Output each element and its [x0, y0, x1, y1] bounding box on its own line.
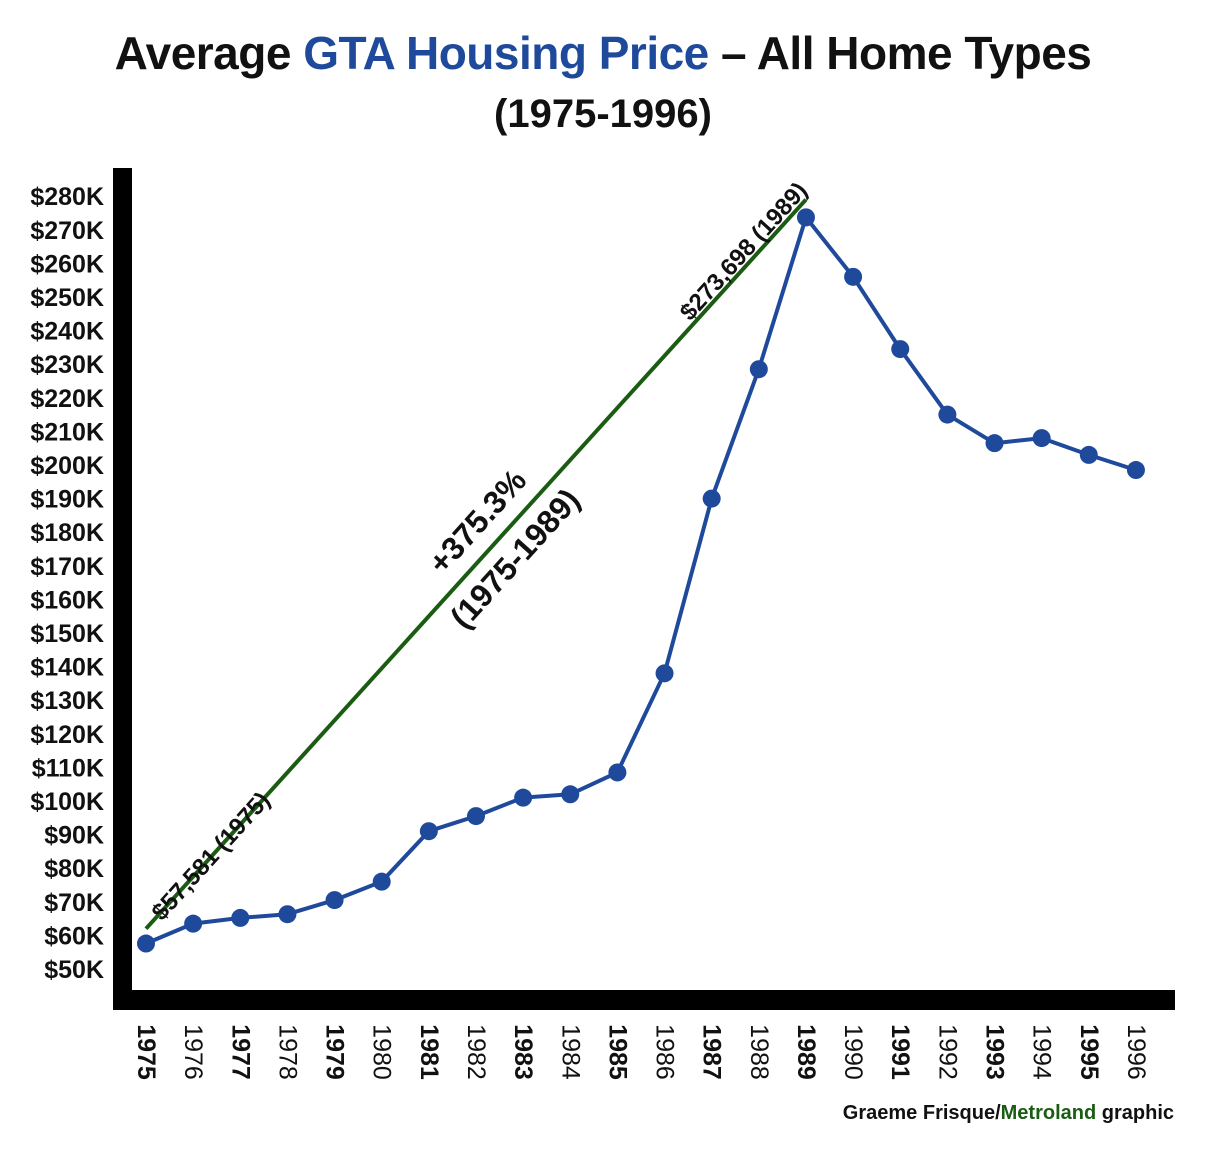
- title-highlight: GTA Housing Price: [303, 27, 709, 79]
- y-tick-label: $130K: [30, 687, 104, 715]
- credit-suffix: graphic: [1096, 1102, 1174, 1124]
- y-tick-label: $230K: [30, 351, 104, 379]
- x-tick-label: 1987: [698, 1024, 726, 1080]
- trend-line: [144, 198, 808, 931]
- x-tick-label: 1981: [415, 1024, 443, 1080]
- data-point: [325, 891, 344, 910]
- data-point: [231, 908, 250, 927]
- y-tick-label: $160K: [30, 586, 104, 614]
- y-tick-label: $80K: [44, 855, 104, 883]
- x-tick-label: 1975: [132, 1024, 160, 1080]
- y-tick-label: $210K: [30, 418, 104, 446]
- data-point: [1126, 461, 1145, 480]
- y-tick-label: $170K: [30, 553, 104, 581]
- series-line: [145, 215, 1137, 946]
- x-tick-label: 1986: [651, 1024, 679, 1080]
- data-point: [891, 340, 910, 359]
- y-axis: [113, 168, 132, 1010]
- x-tick-label: 1980: [368, 1024, 396, 1080]
- x-tick-label: 1983: [509, 1024, 537, 1080]
- data-point: [655, 664, 674, 683]
- x-tick-label: 1976: [179, 1024, 207, 1080]
- y-tick-label: $120K: [30, 721, 104, 749]
- data-point: [184, 914, 203, 933]
- x-tick-label: 1978: [273, 1024, 301, 1080]
- x-tick-label: 1992: [933, 1024, 961, 1080]
- y-tick-label: $200K: [30, 452, 104, 480]
- data-point: [372, 872, 391, 891]
- data-point: [278, 905, 297, 924]
- data-point: [985, 434, 1004, 453]
- x-tick-label: 1991: [886, 1024, 914, 1080]
- y-tick-label: $100K: [30, 788, 104, 816]
- x-tick-label: 1982: [462, 1024, 490, 1080]
- x-tick-label: 1990: [839, 1024, 867, 1080]
- data-point: [844, 267, 863, 286]
- annotation-label: $273,698 (1989): [675, 177, 813, 326]
- y-tick-label: $50K: [44, 956, 104, 984]
- x-tick-label: 1994: [1028, 1024, 1056, 1080]
- title-suffix: – All Home Types: [708, 27, 1092, 79]
- annotation-label: $57,581 (1975): [147, 787, 276, 926]
- y-tick-label: $190K: [30, 486, 104, 514]
- data-point: [938, 405, 957, 424]
- x-tick-label: 1984: [556, 1024, 584, 1080]
- y-tick-label: $110K: [32, 754, 104, 782]
- data-point: [466, 807, 485, 826]
- data-point: [137, 934, 155, 953]
- x-tick-label: 1993: [981, 1024, 1009, 1080]
- chart-subtitle: (1975-1996): [494, 92, 712, 136]
- data-point: [749, 360, 768, 379]
- credit-author: Graeme Frisque/: [842, 1102, 1001, 1124]
- credit-line: Graeme Frisque/Metroland graphic: [843, 1102, 1174, 1125]
- data-point: [1032, 429, 1051, 448]
- data-point: [702, 489, 721, 508]
- x-tick-label: 1988: [745, 1024, 773, 1080]
- y-tick-label: $140K: [30, 654, 104, 682]
- x-tick-label: 1996: [1122, 1024, 1150, 1080]
- x-tick-label: 1977: [226, 1024, 254, 1080]
- data-point: [561, 785, 580, 804]
- data-point: [608, 763, 627, 782]
- credit-org: Metroland: [1000, 1102, 1097, 1124]
- y-tick-label: $70K: [44, 889, 104, 917]
- y-tick-label: $270K: [30, 217, 104, 245]
- x-axis: [113, 990, 1175, 1010]
- x-tick-label: 1989: [792, 1024, 820, 1080]
- data-point: [796, 208, 815, 227]
- y-tick-label: $260K: [30, 250, 104, 278]
- y-tick-label: $90K: [44, 822, 104, 850]
- x-tick-label: 1995: [1075, 1024, 1103, 1080]
- y-tick-label: $220K: [30, 385, 104, 413]
- x-tick-label: 1985: [603, 1024, 631, 1080]
- y-tick-label: $280K: [30, 183, 104, 211]
- y-tick-label: $180K: [30, 519, 104, 547]
- title-prefix: Average: [114, 27, 304, 79]
- y-tick-label: $60K: [44, 922, 104, 950]
- y-tick-label: $150K: [30, 620, 104, 648]
- data-point: [1079, 445, 1098, 464]
- x-tick-label: 1979: [321, 1024, 349, 1080]
- y-tick-label: $250K: [30, 284, 104, 312]
- data-point: [514, 788, 533, 807]
- y-tick-label: $240K: [30, 318, 104, 346]
- data-point: [419, 822, 438, 841]
- chart-title: Average GTA Housing Price – All Home Typ…: [0, 26, 1206, 80]
